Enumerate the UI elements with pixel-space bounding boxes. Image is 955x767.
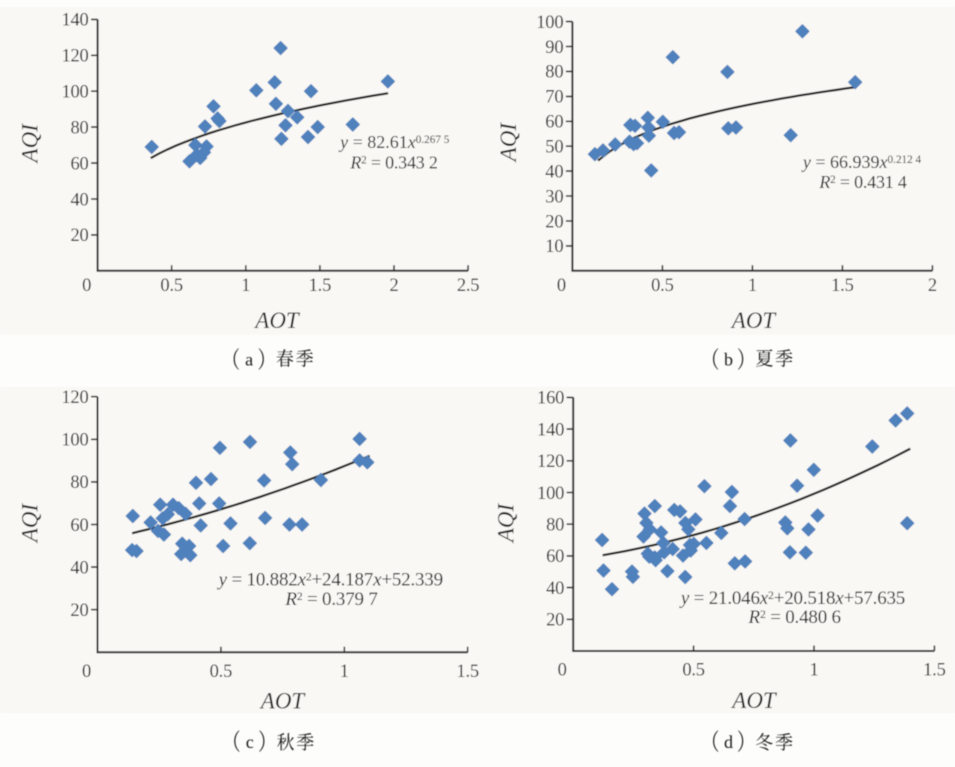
svg-text:80: 80 xyxy=(545,63,563,83)
svg-text:1.5: 1.5 xyxy=(831,276,854,296)
svg-text:0: 0 xyxy=(82,276,91,296)
svg-text:b: b xyxy=(724,349,733,369)
svg-text:a: a xyxy=(245,349,253,369)
svg-text:90: 90 xyxy=(545,38,563,58)
svg-text:R2 = 0.343 2: R2 = 0.343 2 xyxy=(349,152,437,172)
svg-text:2: 2 xyxy=(928,276,937,296)
svg-text:160: 160 xyxy=(537,389,564,409)
svg-text:60: 60 xyxy=(546,547,564,567)
svg-text:AOT: AOT xyxy=(259,689,307,714)
svg-text:0: 0 xyxy=(558,661,567,681)
svg-text:40: 40 xyxy=(70,558,88,578)
svg-text:140: 140 xyxy=(61,11,88,31)
svg-text:AOT: AOT xyxy=(253,308,301,333)
svg-text:60: 60 xyxy=(70,516,88,536)
svg-text:1.5: 1.5 xyxy=(923,661,946,681)
svg-text:60: 60 xyxy=(545,113,563,133)
svg-text:50: 50 xyxy=(545,138,563,158)
svg-text:100: 100 xyxy=(537,484,564,504)
svg-text:40: 40 xyxy=(546,579,564,599)
svg-text:0: 0 xyxy=(82,662,91,682)
svg-text:R2 = 0.431 4: R2 = 0.431 4 xyxy=(818,172,907,192)
svg-text:30: 30 xyxy=(545,187,563,207)
svg-text:1.5: 1.5 xyxy=(456,662,479,682)
svg-text:1: 1 xyxy=(241,276,250,296)
svg-text:120: 120 xyxy=(61,388,88,408)
svg-text:80: 80 xyxy=(70,473,88,493)
svg-text:20: 20 xyxy=(70,226,88,246)
svg-text:0: 0 xyxy=(557,276,566,296)
svg-text:1: 1 xyxy=(809,661,818,681)
svg-text:c: c xyxy=(246,732,254,752)
svg-text:R2 = 0.379 7: R2 = 0.379 7 xyxy=(284,589,377,610)
svg-text:80: 80 xyxy=(70,118,88,138)
svg-text:1: 1 xyxy=(340,662,349,682)
svg-text:AOT: AOT xyxy=(730,688,778,713)
svg-text:60: 60 xyxy=(70,154,88,174)
svg-text:40: 40 xyxy=(70,190,88,210)
svg-text:120: 120 xyxy=(537,452,564,472)
svg-text:1.5: 1.5 xyxy=(309,276,332,296)
svg-text:y = 21.046x2+20.518x+57.635: y = 21.046x2+20.518x+57.635 xyxy=(679,588,905,609)
svg-text:1: 1 xyxy=(748,276,757,296)
svg-text:AOT: AOT xyxy=(730,308,778,333)
svg-text:20: 20 xyxy=(545,212,563,232)
svg-text:d: d xyxy=(724,732,733,752)
svg-text:70: 70 xyxy=(545,88,563,108)
svg-text:y = 10.882x2+24.187x+52.339: y = 10.882x2+24.187x+52.339 xyxy=(217,570,443,591)
svg-text:20: 20 xyxy=(70,601,88,621)
svg-text:AQI: AQI xyxy=(496,122,521,164)
svg-text:2.5: 2.5 xyxy=(457,276,480,296)
svg-text:R2 = 0.480 6: R2 = 0.480 6 xyxy=(748,607,841,628)
svg-text:80: 80 xyxy=(546,516,564,536)
svg-text:100: 100 xyxy=(61,83,88,103)
svg-text:10: 10 xyxy=(545,237,563,257)
svg-text:0.5: 0.5 xyxy=(651,276,674,296)
svg-text:140: 140 xyxy=(537,420,564,440)
svg-text:0.5: 0.5 xyxy=(682,661,705,681)
svg-text:AQI: AQI xyxy=(17,123,42,165)
svg-text:20: 20 xyxy=(546,611,564,631)
svg-text:AQI: AQI xyxy=(17,503,42,545)
svg-text:40: 40 xyxy=(545,162,563,182)
svg-text:AQI: AQI xyxy=(493,503,518,545)
svg-text:100: 100 xyxy=(536,13,563,33)
svg-text:100: 100 xyxy=(61,431,88,451)
svg-text:120: 120 xyxy=(61,47,88,67)
svg-text:0.5: 0.5 xyxy=(210,662,233,682)
svg-text:0.5: 0.5 xyxy=(160,276,183,296)
svg-text:2: 2 xyxy=(389,276,398,296)
